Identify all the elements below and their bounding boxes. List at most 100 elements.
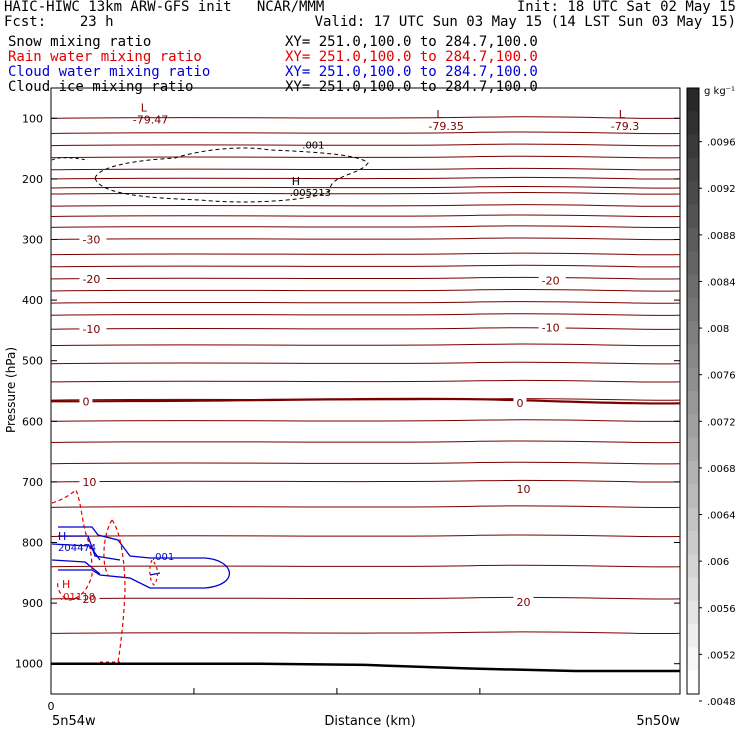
colorbar-label: .0072	[707, 417, 736, 428]
colorbar-level	[687, 251, 699, 275]
y-tick-label: 500	[22, 355, 43, 368]
snow-high-marker: H	[292, 175, 300, 188]
isotherm-line	[50, 596, 681, 600]
snow-contour-fragment	[51, 157, 88, 161]
colorbar-level	[687, 274, 699, 299]
y-tick-label: 100	[22, 112, 43, 125]
field-name-cloud-ice: Cloud ice mixing ratio	[8, 79, 194, 95]
isotherm-line	[50, 167, 681, 171]
isotherm-label: 0	[516, 397, 523, 410]
y-tick-label: 900	[22, 597, 43, 610]
colorbar-label: .0096	[707, 138, 736, 149]
isotherm-line	[50, 631, 681, 635]
y-tick-label: 800	[22, 537, 43, 550]
valid-time: Valid: 17 UTC Sun 03 May 15 (14 LST Sun …	[314, 14, 736, 30]
colorbar-level	[687, 530, 699, 555]
snow-high-value: .005213	[290, 188, 331, 199]
colorbar-label: .0084	[707, 277, 736, 288]
field-name-rain: Rain water mixing ratio	[8, 49, 202, 65]
isotherm-lines	[50, 116, 681, 673]
isotherm-label-bg	[79, 591, 100, 605]
colorbar-label: .0048	[707, 697, 736, 708]
cloud-water-high-value: 204474	[58, 543, 96, 554]
isotherm-label-bg	[513, 396, 527, 410]
isotherm-line	[50, 225, 681, 229]
isotherm-line	[50, 505, 681, 509]
forecast-hour: Fcst: 23 h	[4, 14, 114, 30]
colorbar-label: .0076	[707, 371, 736, 382]
low-value-label: -79.3	[611, 120, 639, 133]
extrema-markers: L-79.47 L-79.35L-79.3	[133, 101, 640, 133]
isotherm-label-bg	[79, 271, 107, 285]
colorbar-level	[687, 88, 699, 112]
field-xy-rain: XY= 251.0,100.0 to 284.7,100.0	[285, 49, 538, 65]
isotherm-line	[50, 191, 681, 195]
isotherm-line	[50, 237, 681, 241]
colorbar-level	[687, 624, 699, 648]
y-tick-label: 300	[22, 234, 43, 247]
isotherm-line	[50, 264, 681, 268]
isotherm-label: 0	[82, 395, 89, 408]
isotherm-line	[50, 361, 681, 365]
x-start-location: 5n54w	[52, 714, 96, 729]
isotherm-line	[50, 155, 681, 159]
isotherm-label-bg	[538, 273, 566, 287]
colorbar-level	[687, 507, 699, 532]
isotherm-label: -20	[542, 275, 560, 288]
colorbar-label: .0068	[707, 464, 736, 475]
field-xy-cloud-ice: XY= 251.0,100.0 to 284.7,100.0	[285, 79, 538, 95]
y-tick-label: 1000	[15, 658, 43, 671]
isotherm-line	[50, 143, 681, 147]
colorbar-level	[687, 437, 699, 462]
isotherm-labels: -30 -20 -20 -10 -10 0 0 10 10 20 20	[79, 232, 566, 609]
isotherm-line	[50, 116, 681, 119]
isotherm-line	[50, 252, 681, 256]
low-marker: L	[436, 108, 443, 121]
rain-contour	[103, 519, 113, 576]
isotherm-line	[50, 564, 681, 568]
isotherm-label: -10	[542, 321, 560, 334]
isotherm-label-bg	[513, 482, 534, 496]
y-tick-label: 700	[22, 476, 43, 489]
cloud-water-label: .001	[152, 552, 174, 563]
colorbar-level	[687, 321, 699, 345]
cloud-water-contour-inner	[149, 572, 161, 576]
isotherm-line	[50, 276, 681, 280]
freezing-level-line	[50, 397, 681, 405]
rain-contour	[51, 489, 93, 601]
y-tick-label: 200	[22, 173, 43, 186]
colorbar-level	[687, 577, 699, 602]
colorbar-level	[687, 297, 699, 322]
isotherm-line	[50, 131, 681, 135]
isotherm-label-bg	[79, 232, 107, 246]
isotherm-line	[50, 343, 681, 347]
colorbar-level	[687, 111, 699, 136]
init-time: Init: 18 UTC Sat 02 May 15	[516, 0, 736, 15]
field-name-snow: Snow mixing ratio	[8, 34, 152, 50]
rain-contour-small	[149, 558, 159, 586]
field-xy-cloud-water: XY= 251.0,100.0 to 284.7,100.0	[285, 64, 538, 80]
rain-high-marker: H	[62, 578, 70, 591]
low-marker: L	[141, 101, 148, 114]
isotherm-label: -20	[82, 273, 100, 286]
isotherm-line	[50, 534, 681, 538]
colorbar-label: .006	[707, 557, 729, 568]
isotherm-line	[50, 461, 681, 465]
colorbar-level	[687, 181, 699, 206]
low-value-label: -79.35	[428, 120, 463, 133]
colorbar-level	[687, 484, 699, 509]
cloud-water-contour-inner	[58, 535, 121, 561]
colorbar-level	[687, 204, 699, 229]
colorbar-label: .0092	[707, 184, 736, 195]
colorbar: .0096 .0092 .0088 .0084 .008 .0076 .0072 .0068.…	[686, 87, 736, 708]
isotherm-label-bg	[79, 322, 107, 336]
isotherm-label-bg	[513, 594, 534, 608]
isotherm-line	[50, 301, 681, 304]
colorbar-label: .0088	[707, 231, 736, 242]
colorbar-level	[687, 227, 699, 252]
snow-contour	[94, 147, 369, 203]
isotherm-line	[50, 214, 681, 218]
